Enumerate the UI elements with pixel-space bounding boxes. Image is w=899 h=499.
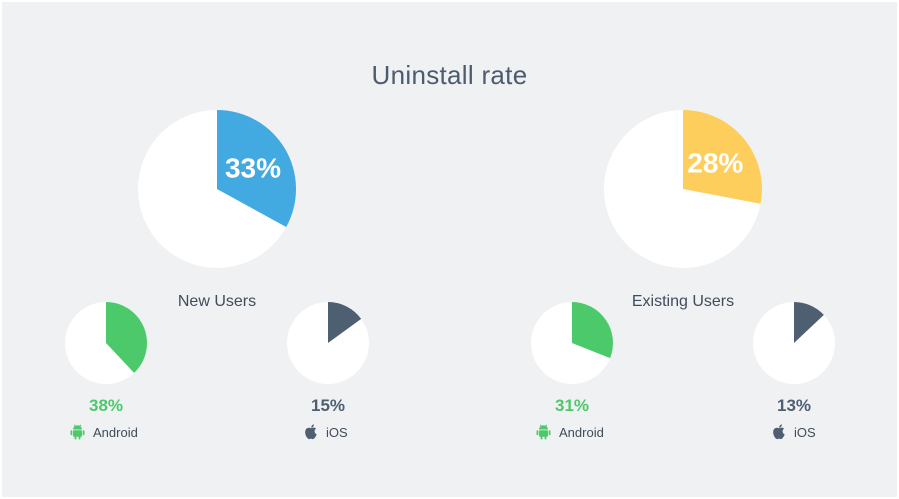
chart-title: Uninstall rate	[371, 60, 528, 90]
ios-percent-existing-users: 13%	[776, 396, 812, 415]
android-icon	[536, 424, 551, 440]
platform-label: Android	[93, 424, 138, 440]
apple-icon	[772, 424, 786, 440]
android-percent-existing-users: 31%	[554, 396, 590, 415]
platform-label: iOS	[794, 424, 816, 440]
platform-android-existing-users: Android	[536, 422, 604, 442]
ios-pie-existing-users-slice	[794, 302, 824, 343]
android-percent-new-users: 38%	[88, 396, 124, 415]
overall-pie-new-users-label: 33%	[225, 153, 281, 184]
android-pie-new-users-slice	[106, 302, 148, 373]
platform-ios-new-users: iOS	[304, 422, 348, 442]
platform-android-new-users: Android	[70, 422, 138, 442]
platform-label: Android	[559, 424, 604, 440]
ios-percent-new-users: 15%	[310, 396, 346, 415]
apple-icon	[304, 424, 318, 440]
overall-pie-existing-users-label: 28%	[687, 147, 743, 178]
platform-label: iOS	[326, 424, 348, 440]
overall-pie-new-users-slice	[217, 110, 297, 228]
ios-pie-new-users-slice	[328, 301, 362, 343]
platform-ios-existing-users: iOS	[772, 422, 816, 442]
android-icon	[70, 424, 85, 440]
android-pie-existing-users-slice	[572, 302, 613, 359]
overall-pie-existing-users-slice	[683, 110, 762, 204]
group-label-new-users: New Users	[177, 293, 257, 310]
group-label-existing-users: Existing Users	[631, 293, 735, 310]
